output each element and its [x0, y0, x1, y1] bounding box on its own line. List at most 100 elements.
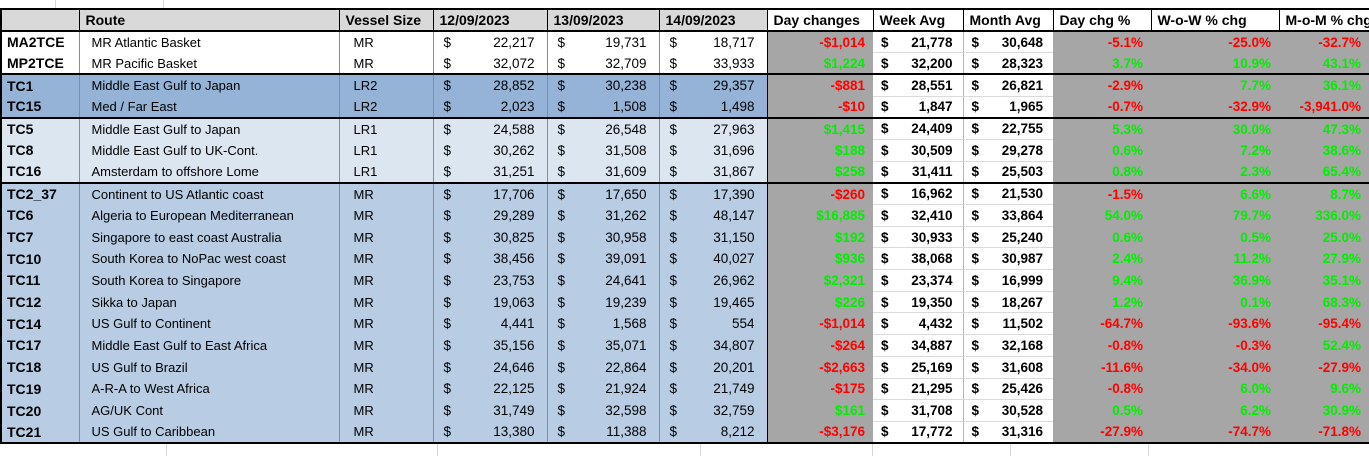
cell-route-name[interactable]: Middle East Gulf to Japan	[79, 73, 340, 97]
cell-rate-day2[interactable]: $26,548	[547, 116, 660, 140]
col-header-day-changes[interactable]: Day changes	[766, 8, 874, 32]
cell-rate-day3[interactable]: $21,749	[659, 378, 768, 400]
cell-day-change[interactable]: -$2,663	[767, 356, 873, 378]
cell-wow-pct[interactable]: 6.0%	[1151, 378, 1279, 400]
cell-rate-day1[interactable]: $24,588	[433, 116, 548, 140]
cell-rate-day1[interactable]: $30,825	[433, 226, 548, 248]
cell-route-code[interactable]: TC11	[1, 269, 80, 292]
cell-rate-day1[interactable]: $31,251	[433, 161, 548, 183]
cell-month-avg[interactable]: $26,821	[962, 73, 1053, 97]
cell-day-change[interactable]: -$175	[767, 378, 873, 400]
cell-rate-day1[interactable]: $28,852	[433, 73, 548, 97]
cell-rate-day1[interactable]: $17,706	[433, 181, 548, 205]
cell-rate-day2[interactable]: $21,924	[547, 378, 660, 400]
cell-rate-day1[interactable]: $29,289	[433, 204, 548, 227]
cell-rate-day3[interactable]: $40,027	[659, 247, 768, 270]
cell-day-chg-pct[interactable]: 1.2%	[1053, 291, 1151, 313]
cell-route-code[interactable]: TC10	[1, 247, 80, 270]
cell-day-chg-pct[interactable]: -2.9%	[1053, 73, 1151, 97]
cell-mom-pct[interactable]: 52.4%	[1279, 334, 1369, 357]
col-header-mom-pct[interactable]: M-o-M % chg	[1278, 8, 1369, 32]
cell-route-code[interactable]: MA2TCE	[1, 31, 80, 53]
cell-month-avg[interactable]: $29,278	[962, 139, 1053, 162]
cell-month-avg[interactable]: $25,240	[962, 226, 1053, 249]
cell-week-avg[interactable]: $28,551	[873, 73, 963, 97]
cell-wow-pct[interactable]: -32.9%	[1151, 96, 1279, 118]
cell-wow-pct[interactable]: 36.9%	[1151, 269, 1279, 292]
cell-route-name[interactable]: US Gulf to Caribbean	[79, 421, 340, 444]
col-header-date-1[interactable]: 12/09/2023	[432, 8, 548, 32]
cell-day-change[interactable]: -$3,176	[767, 421, 873, 444]
cell-month-avg[interactable]: $33,864	[962, 204, 1053, 227]
cell-rate-day2[interactable]: $1,508	[547, 96, 660, 118]
cell-month-avg[interactable]: $30,987	[962, 247, 1053, 271]
cell-route-name[interactable]: Continent to US Atlantic coast	[79, 181, 340, 205]
cell-rate-day2[interactable]: $30,238	[547, 73, 660, 97]
cell-rate-day2[interactable]: $31,609	[547, 161, 660, 183]
cell-route-name[interactable]: US Gulf to Brazil	[79, 356, 340, 378]
cell-rate-day3[interactable]: $20,201	[659, 356, 768, 378]
cell-mom-pct[interactable]: 65.4%	[1279, 161, 1369, 183]
cell-rate-day1[interactable]: $30,262	[433, 139, 548, 162]
cell-vessel-size[interactable]: LR1	[339, 161, 434, 183]
cell-day-change[interactable]: $226	[767, 291, 873, 313]
cell-rate-day3[interactable]: $17,390	[659, 181, 768, 205]
cell-day-chg-pct[interactable]: 2.4%	[1053, 247, 1151, 270]
cell-day-chg-pct[interactable]: -11.6%	[1053, 356, 1151, 378]
cell-month-avg[interactable]: $1,965	[962, 96, 1053, 119]
cell-week-avg[interactable]: $32,200	[873, 52, 963, 75]
cell-vessel-size[interactable]: MR	[339, 247, 434, 270]
cell-rate-day3[interactable]: $19,465	[659, 291, 768, 313]
cell-week-avg[interactable]: $19,350	[873, 291, 963, 314]
cell-month-avg[interactable]: $31,608	[962, 356, 1053, 379]
cell-mom-pct[interactable]: 35.1%	[1279, 269, 1369, 292]
cell-day-chg-pct[interactable]: -0.8%	[1053, 334, 1151, 357]
cell-rate-day2[interactable]: $32,709	[547, 52, 660, 75]
cell-month-avg[interactable]: $28,323	[962, 52, 1053, 75]
cell-vessel-size[interactable]: MR	[339, 204, 434, 227]
cell-vessel-size[interactable]: LR2	[339, 96, 434, 118]
cell-route-code[interactable]: TC19	[1, 378, 80, 400]
cell-wow-pct[interactable]: 7.7%	[1151, 73, 1279, 97]
cell-mom-pct[interactable]: 38.6%	[1279, 139, 1369, 162]
cell-rate-day1[interactable]: $22,125	[433, 378, 548, 400]
cell-month-avg[interactable]: $18,267	[962, 291, 1053, 314]
cell-route-code[interactable]: TC14	[1, 312, 80, 335]
cell-route-name[interactable]: Med / Far East	[79, 96, 340, 118]
cell-day-change[interactable]: $2,321	[767, 269, 873, 292]
cell-wow-pct[interactable]: 6.2%	[1151, 399, 1279, 422]
cell-vessel-size[interactable]: MR	[339, 181, 434, 205]
cell-rate-day1[interactable]: $22,217	[433, 31, 548, 53]
cell-rate-day2[interactable]: $39,091	[547, 247, 660, 270]
cell-rate-day2[interactable]: $22,864	[547, 356, 660, 378]
cell-vessel-size[interactable]: MR	[339, 269, 434, 292]
cell-rate-day3[interactable]: $554	[659, 312, 768, 335]
cell-day-change[interactable]: $16,885	[767, 204, 873, 227]
cell-rate-day2[interactable]: $17,650	[547, 181, 660, 205]
cell-wow-pct[interactable]: -93.6%	[1151, 312, 1279, 335]
cell-day-chg-pct[interactable]: 3.7%	[1053, 52, 1151, 75]
cell-day-change[interactable]: $188	[767, 139, 873, 162]
cell-week-avg[interactable]: $25,169	[873, 356, 963, 379]
cell-route-code[interactable]: TC17	[1, 334, 80, 357]
cell-vessel-size[interactable]: MR	[339, 52, 434, 75]
cell-day-change[interactable]: $161	[767, 399, 873, 422]
cell-route-name[interactable]: AG/UK Cont	[79, 399, 340, 422]
col-header-month-avg[interactable]: Month Avg	[962, 8, 1054, 32]
cell-week-avg[interactable]: $34,887	[873, 334, 963, 357]
cell-rate-day2[interactable]: $1,568	[547, 312, 660, 335]
cell-day-chg-pct[interactable]: 54.0%	[1053, 204, 1151, 227]
cell-mom-pct[interactable]: -32.7%	[1279, 31, 1369, 53]
cell-rate-day1[interactable]: $35,156	[433, 334, 548, 357]
cell-rate-day2[interactable]: $24,641	[547, 269, 660, 292]
cell-rate-day2[interactable]: $32,598	[547, 399, 660, 422]
cell-wow-pct[interactable]: 30.0%	[1151, 116, 1279, 140]
cell-vessel-size[interactable]: MR	[339, 334, 434, 357]
cell-route-name[interactable]: MR Atlantic Basket	[79, 31, 340, 53]
cell-week-avg[interactable]: $21,295	[873, 378, 963, 401]
cell-route-code[interactable]: TC16	[1, 161, 80, 183]
cell-week-avg[interactable]: $17,772	[873, 421, 963, 444]
col-header-day-chg-pct[interactable]: Day chg %	[1052, 8, 1152, 32]
cell-rate-day1[interactable]: $32,072	[433, 52, 548, 75]
cell-rate-day2[interactable]: $19,239	[547, 291, 660, 313]
